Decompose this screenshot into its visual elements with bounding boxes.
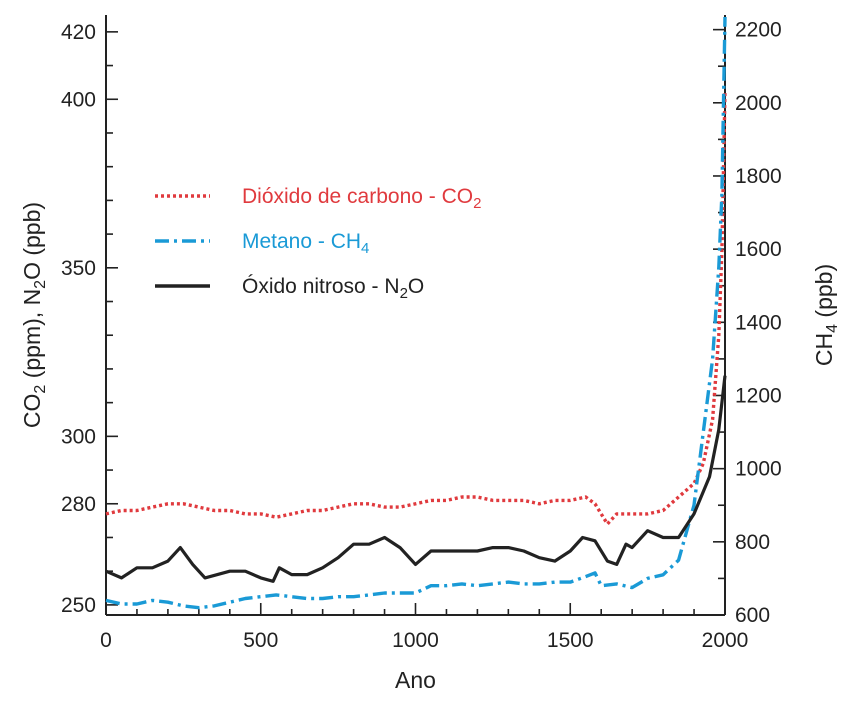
x-tick-label: 0 <box>100 629 112 652</box>
right-tick-label: 1000 <box>735 458 782 481</box>
left-tick-label: 300 <box>61 425 96 448</box>
x-axis-title: Ano <box>395 667 436 693</box>
right-tick-label: 800 <box>735 531 770 554</box>
series-line-0 <box>105 92 727 526</box>
right-tick-label: 600 <box>735 604 770 627</box>
right-tick-label: 2000 <box>735 92 782 115</box>
x-tick-label: 2000 <box>702 629 749 652</box>
x-tick-label: 1000 <box>392 629 439 652</box>
right-axis-title: CH4 (ppb) <box>811 264 841 366</box>
x-tick-label: 500 <box>243 629 278 652</box>
left-tick-label: 280 <box>61 493 96 516</box>
series-layer <box>105 16 727 610</box>
x-tick-label: 1500 <box>547 629 594 652</box>
right-tick-label: 1400 <box>735 311 782 334</box>
left-tick-label: 420 <box>61 21 96 44</box>
legend-label: Metano - CH4 <box>242 230 369 257</box>
series-line-1 <box>105 16 727 610</box>
left-axis-title: CO2 (ppm), N2O (ppb) <box>19 202 49 428</box>
right-tick-label: 1600 <box>735 238 782 261</box>
legend-label: Dióxido de carbono - CO2 <box>242 185 481 212</box>
right-tick-label: 2200 <box>735 19 782 42</box>
left-tick-label: 250 <box>61 594 96 617</box>
series-line-2 <box>105 375 727 583</box>
left-tick-label: 350 <box>61 257 96 280</box>
legend: Dióxido de carbono - CO2 Metano - CH4 Óxid… <box>155 185 481 302</box>
right-tick-label: 1200 <box>735 384 782 407</box>
left-tick-label: 400 <box>61 88 96 111</box>
legend-label: Óxido nitroso - N2O <box>242 275 424 302</box>
axis-titles: Ano CO2 (ppm), N2O (ppb) CH4 (ppb) <box>19 202 841 693</box>
axes: 250 280 300 350 400 420 600 800 1000 1200 1400 1600… <box>61 15 782 652</box>
right-tick-label: 1800 <box>735 165 782 188</box>
